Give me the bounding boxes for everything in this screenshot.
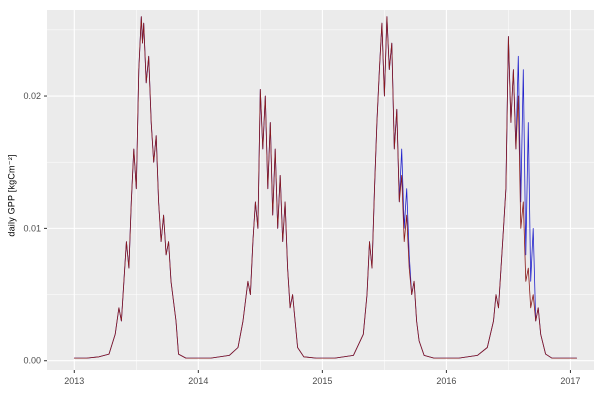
plot-panel xyxy=(47,10,594,370)
x-axis-tick-label: 2014 xyxy=(188,376,208,386)
series-line-darkred xyxy=(73,16,577,359)
x-axis-tick-label: 2016 xyxy=(436,376,456,386)
y-axis-tick-label: 0.02 xyxy=(23,91,41,101)
x-axis-tick-label: 2015 xyxy=(312,376,332,386)
y-axis-tick-label: 0.01 xyxy=(23,223,41,233)
x-axis-tick-label: 2017 xyxy=(560,376,580,386)
x-axis-tick-label: 2013 xyxy=(64,376,84,386)
y-axis-tick-label: 0.00 xyxy=(23,356,41,366)
